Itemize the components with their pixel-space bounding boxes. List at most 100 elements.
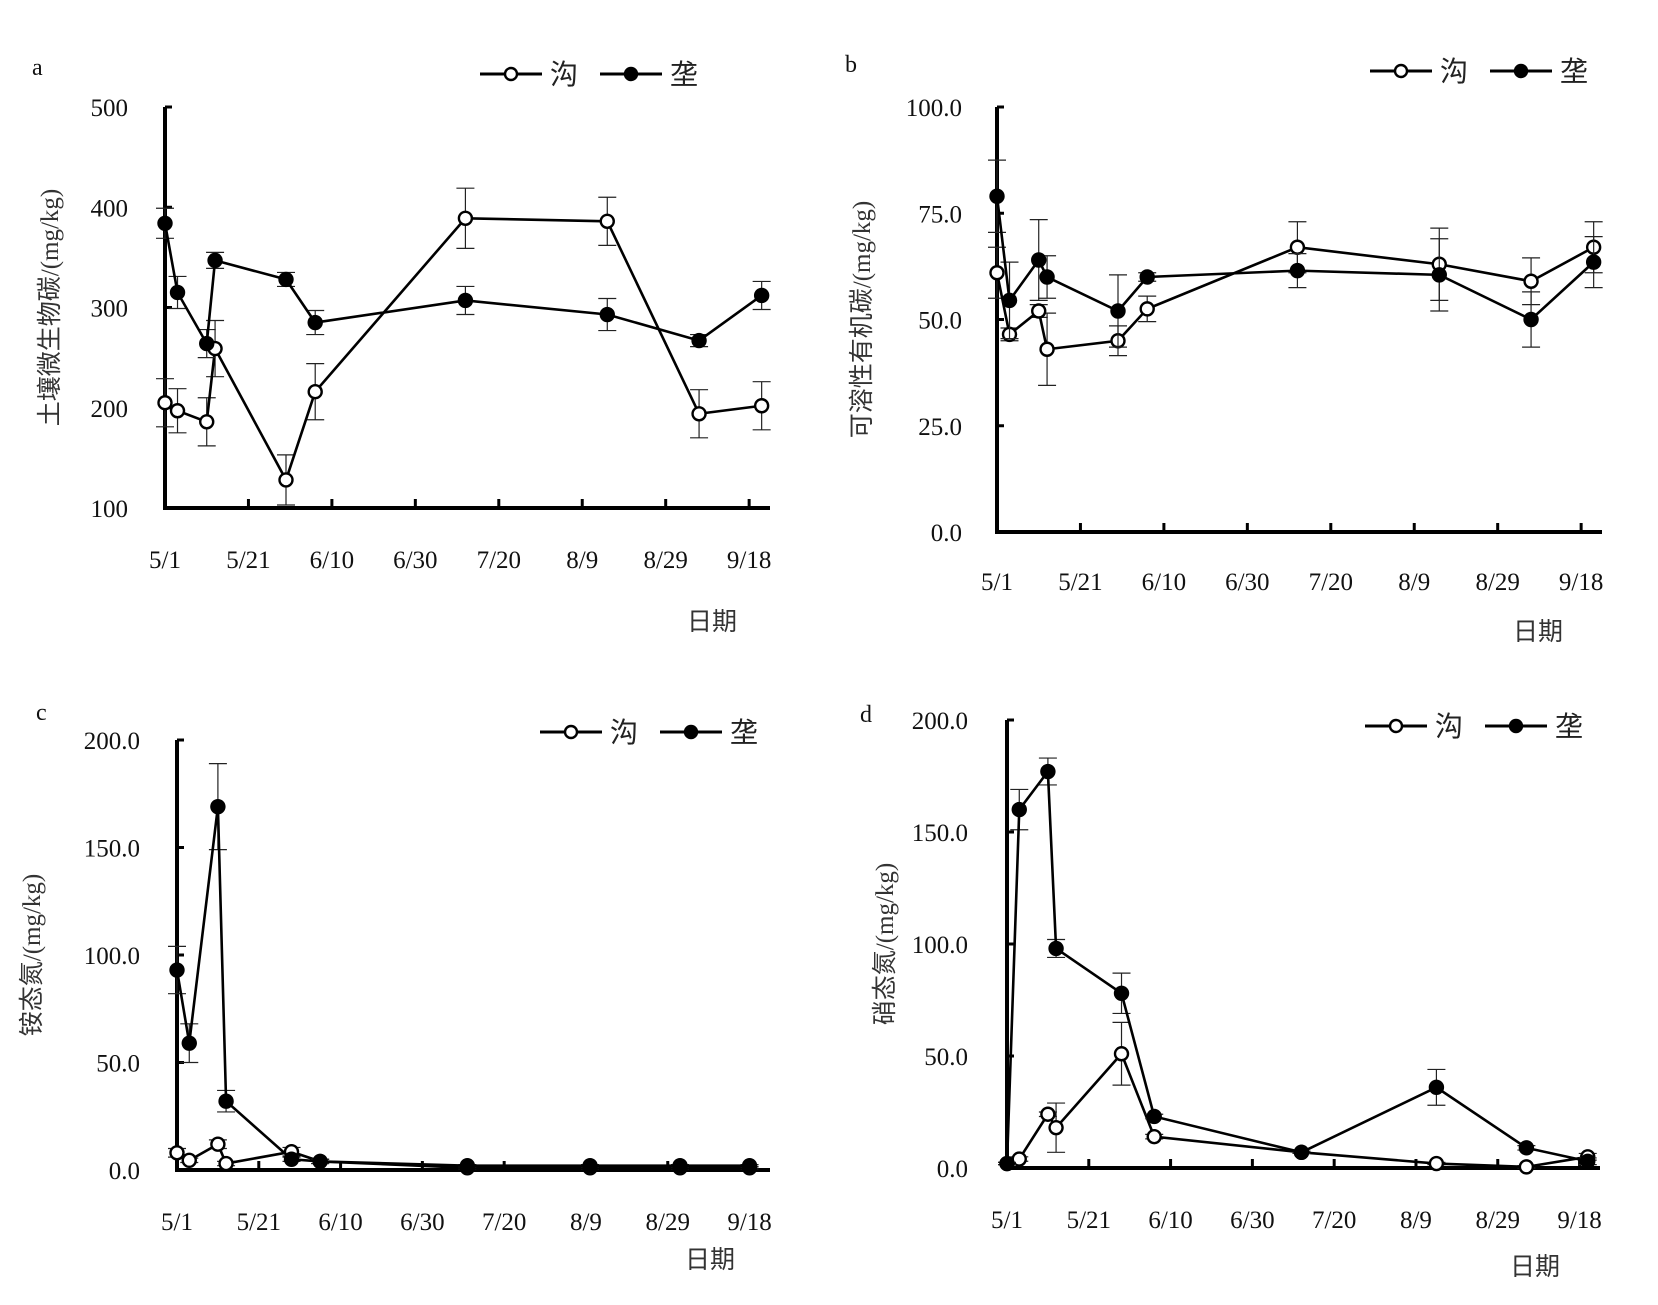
y-tick-label: 100.0: [912, 932, 968, 959]
x-tick-label: 5/1: [149, 547, 181, 574]
y-tick-label: 50.0: [924, 1044, 968, 1071]
legend-filled-circle-icon: [1508, 718, 1524, 734]
legend: 沟垄: [540, 717, 758, 749]
y-tick-label: 0.0: [931, 520, 962, 547]
data-point: [307, 384, 323, 400]
legend-filled-circle-icon: [623, 66, 639, 82]
series-long: [988, 159, 1603, 348]
data-point: [691, 332, 707, 349]
x-tick-label: 6/10: [1142, 569, 1186, 596]
series-line: [995, 196, 1595, 322]
data-point: [599, 213, 615, 229]
data-point: [1001, 292, 1018, 309]
series-long: [156, 207, 771, 359]
data-point: [1011, 801, 1027, 818]
y-tick-label: 200: [91, 396, 129, 423]
x-tick-label: 9/18: [727, 1209, 771, 1236]
data-point: [989, 188, 1005, 204]
x-tick-label: 8/9: [1398, 569, 1430, 596]
data-point: [999, 1155, 1015, 1172]
x-tick-label: 8/29: [646, 1209, 690, 1236]
data-point: [1146, 1128, 1162, 1145]
data-point: [218, 1155, 234, 1172]
data-point: [1039, 341, 1055, 357]
y-tick-label: 100.0: [906, 95, 962, 122]
legend-label: 垄: [670, 59, 698, 91]
legend-filled-circle-icon: [1513, 63, 1529, 79]
data-point: [1518, 1140, 1535, 1156]
y-tick-label: 0.0: [109, 1158, 140, 1185]
x-axis-title: 日期: [685, 1247, 735, 1274]
data-point: [1428, 1079, 1445, 1096]
x-axis-title: 日期: [687, 609, 737, 636]
series-line: [995, 245, 1595, 351]
data-point: [1031, 252, 1047, 268]
y-tick-label: 500: [91, 95, 129, 122]
x-tick-label: 6/10: [318, 1209, 362, 1236]
data-point: [1040, 763, 1056, 780]
data-point: [312, 1153, 328, 1170]
y-axis-title: 铵态氮/(mg/kg): [18, 874, 46, 1037]
y-tick-label: 100: [91, 496, 129, 523]
data-point: [1518, 1159, 1535, 1175]
x-tick-label: 8/29: [1475, 569, 1519, 596]
x-tick-label: 6/30: [393, 547, 437, 574]
y-tick-label: 200.0: [84, 728, 140, 755]
y-tick-label: 25.0: [918, 414, 962, 441]
data-point: [457, 292, 474, 309]
data-point: [1585, 254, 1602, 270]
y-axis-title: 土壤微生物碳/(mg/kg): [36, 189, 64, 427]
data-point: [169, 403, 186, 419]
x-tick-label: 5/1: [981, 569, 1013, 596]
series-line: [176, 1142, 750, 1170]
data-point: [278, 472, 294, 488]
panel-d: d 0.0 50.0 100.0 150.0 200.0 5/1 5/21 6/10 6/30 7/…: [860, 702, 1602, 1281]
x-tick-label: 8/29: [1476, 1207, 1520, 1234]
data-point: [210, 1136, 226, 1152]
x-tick-label: 8/9: [570, 1209, 602, 1236]
y-tick-label: 0.0: [937, 1156, 968, 1183]
data-point: [1428, 1155, 1445, 1172]
legend-open-circle-icon: [1393, 63, 1409, 79]
x-tick-label: 6/30: [1230, 1207, 1274, 1234]
legend-label: 沟: [610, 717, 638, 749]
data-point: [1523, 311, 1539, 328]
data-point: [1289, 262, 1306, 279]
x-tick-label: 6/30: [1225, 569, 1269, 596]
data-point: [1139, 269, 1155, 285]
y-tick-label: 100.0: [84, 943, 140, 970]
x-tick-label: 7/20: [482, 1209, 526, 1236]
panel-label: a: [32, 55, 43, 81]
x-tick-label: 7/20: [1309, 569, 1353, 596]
panel-c: c 0.0 50.0 100.0 150.0 200.0 5/1 5/21 6/10 6/30 7/…: [18, 700, 772, 1274]
data-point: [210, 798, 226, 815]
data-point: [1011, 1151, 1027, 1167]
data-point: [1039, 269, 1055, 285]
y-tick-label: 50.0: [96, 1051, 140, 1078]
series-long: [998, 757, 1597, 1172]
data-point: [169, 1145, 185, 1161]
x-tick-label: 9/18: [1559, 569, 1603, 596]
data-point: [753, 398, 770, 414]
x-tick-label: 5/21: [1058, 569, 1102, 596]
y-axis-title: 可溶性有机碳/(mg/kg): [848, 201, 876, 439]
data-point: [199, 414, 215, 430]
legend-label: 沟: [1440, 56, 1468, 88]
series-long: [168, 763, 759, 1174]
data-point: [989, 265, 1005, 281]
data-point: [169, 284, 186, 301]
series-line: [1006, 1051, 1588, 1169]
data-point: [181, 1035, 197, 1051]
legend-open-circle-icon: [503, 66, 519, 82]
data-point: [1113, 1046, 1130, 1062]
y-axis-title: 硝态氮/(mg/kg): [871, 863, 899, 1026]
x-tick-label: 8/29: [643, 547, 687, 574]
data-point: [307, 314, 323, 331]
data-point: [218, 1093, 234, 1109]
x-tick-label: 6/10: [1148, 1207, 1192, 1234]
x-axis-title: 日期: [1510, 1254, 1560, 1281]
data-point: [1431, 267, 1447, 283]
x-tick-label: 8/9: [566, 547, 598, 574]
legend-filled-circle-icon: [683, 724, 699, 740]
